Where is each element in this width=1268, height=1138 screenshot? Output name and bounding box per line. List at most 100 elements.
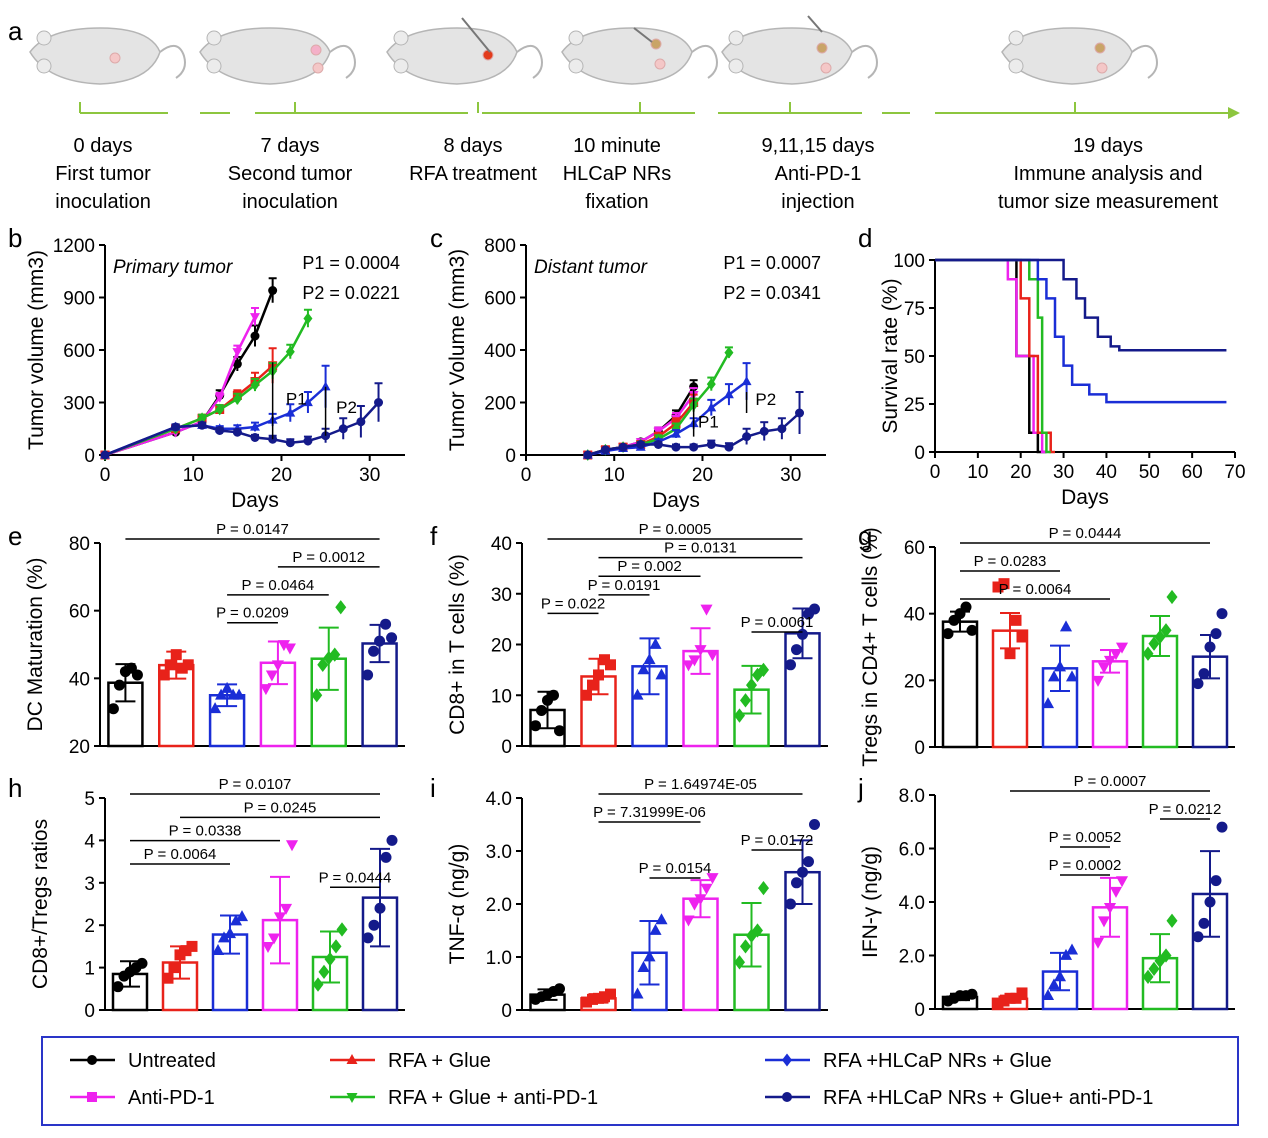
panel-b: b 0 300 600 900 1200 0 10 20 30 Days Tumor volume (…: [8, 223, 405, 512]
legend-item-1: Untreated: [70, 1050, 216, 1072]
data-point: [1059, 948, 1073, 960]
data-point: [797, 866, 808, 878]
data-point: [587, 679, 598, 691]
data-point: [583, 450, 593, 460]
data-point: [285, 438, 295, 448]
y-tick-label: 75: [904, 299, 925, 320]
data-point: [706, 378, 716, 390]
data-point: [1010, 992, 1022, 1004]
tumor-icon: [482, 49, 494, 61]
data-point: [1047, 670, 1061, 682]
series-line: [935, 258, 1055, 454]
bar-1: [941, 620, 979, 749]
y-tick-label: 3.0: [486, 842, 512, 863]
significance-label: P = 0.002: [617, 558, 681, 575]
panel-label-d: d: [858, 223, 872, 253]
timeline-step-4-line3: fixation: [585, 191, 648, 213]
y-tick-label: 10: [491, 686, 512, 707]
data-point: [136, 957, 148, 969]
significance-label: P = 0.0209: [216, 605, 289, 622]
data-point: [279, 903, 293, 915]
mouse-1: [29, 27, 186, 85]
data-point: [1210, 628, 1222, 640]
significance-label: P = 1.64974E-05: [644, 776, 757, 793]
data-point: [1091, 937, 1105, 949]
data-point: [209, 702, 222, 714]
x-tick-label: 20: [692, 465, 713, 486]
panel-h: h 0 1 2 3 4 5 CD8+/Tregs ratios P = 0.0107 P = 0.…: [8, 773, 405, 1022]
mouse-ear: [568, 58, 584, 74]
data-point: [605, 988, 616, 1000]
data-point: [164, 659, 176, 671]
x-tick-label: 50: [1139, 462, 1160, 483]
data-point: [649, 923, 662, 935]
y-tick-label: 6.0: [899, 840, 925, 861]
data-point: [795, 408, 805, 418]
data-point: [374, 398, 384, 407]
data-point: [700, 883, 713, 895]
timeline-step-1-line2: First tumor: [55, 163, 151, 185]
data-point: [599, 991, 610, 1003]
data-point: [162, 972, 174, 984]
data-point: [374, 902, 386, 914]
data-point: [998, 995, 1010, 1007]
significance-label: P = 0.0245: [244, 799, 317, 816]
data-point: [758, 662, 769, 678]
data-point: [338, 424, 348, 434]
data-point: [250, 379, 260, 391]
x-axis-label: Days: [1061, 486, 1109, 509]
data-point: [992, 581, 1004, 593]
data-point: [386, 834, 398, 846]
data-point: [1192, 931, 1204, 943]
data-point: [265, 670, 278, 682]
series-line: [104, 290, 274, 457]
y-axis-label: Tregs in CD4+ T cells (%): [859, 527, 882, 766]
data-point: [221, 681, 234, 693]
data-point: [1160, 948, 1172, 963]
y-tick-label: 100: [893, 251, 925, 272]
data-point: [682, 660, 695, 672]
data-point: [599, 654, 610, 666]
y-tick-label: 300: [63, 394, 95, 415]
y-tick-label: 1: [84, 959, 95, 980]
mouse-tail: [516, 45, 543, 79]
y-tick-label: 0: [501, 737, 512, 758]
tumor-icon: [1096, 62, 1108, 74]
data-point: [593, 992, 604, 1004]
data-point: [809, 603, 820, 615]
data-point: [1016, 987, 1028, 999]
y-tick-label: 200: [484, 394, 516, 415]
significance-label: P = 0.0444: [1049, 525, 1122, 542]
data-point: [688, 899, 701, 911]
data-point: [330, 939, 342, 954]
panel-label-i: i: [430, 773, 436, 803]
mouse-illustrations: [29, 15, 1158, 85]
data-point: [215, 426, 225, 435]
legend-label: RFA +HLCaP NRs + Glue+ anti-PD-1: [823, 1087, 1153, 1109]
x-tick-label: 30: [359, 465, 380, 486]
data-point: [250, 433, 260, 442]
data-point: [791, 644, 802, 656]
panel-i: i 0 1.0 2.0 3.0 4.0 TNF-α (ng/g) P = 1.64974E-0…: [430, 773, 828, 1022]
data-point: [587, 993, 598, 1005]
data-point: [960, 601, 972, 613]
data-point: [168, 962, 180, 974]
data-point: [285, 407, 296, 417]
significance-label: P = 0.0191: [588, 577, 661, 594]
timeline-step-4-line1: 10 minute: [573, 135, 661, 157]
x-tick-label: 60: [1182, 462, 1203, 483]
data-point: [261, 942, 275, 953]
data-point: [214, 393, 225, 403]
mouse-tail: [159, 45, 186, 79]
panel-label-a: a: [8, 16, 23, 46]
data-point: [1103, 902, 1117, 914]
data-point: [356, 417, 366, 427]
data-point: [1216, 821, 1228, 833]
significance-label: P = 0.0147: [216, 521, 289, 538]
data-point: [706, 402, 717, 412]
data-point: [671, 428, 681, 438]
y-tick-label: 2: [84, 916, 95, 937]
y-axis-label: Tumor volume (mm3): [25, 250, 48, 450]
data-point: [643, 653, 656, 665]
